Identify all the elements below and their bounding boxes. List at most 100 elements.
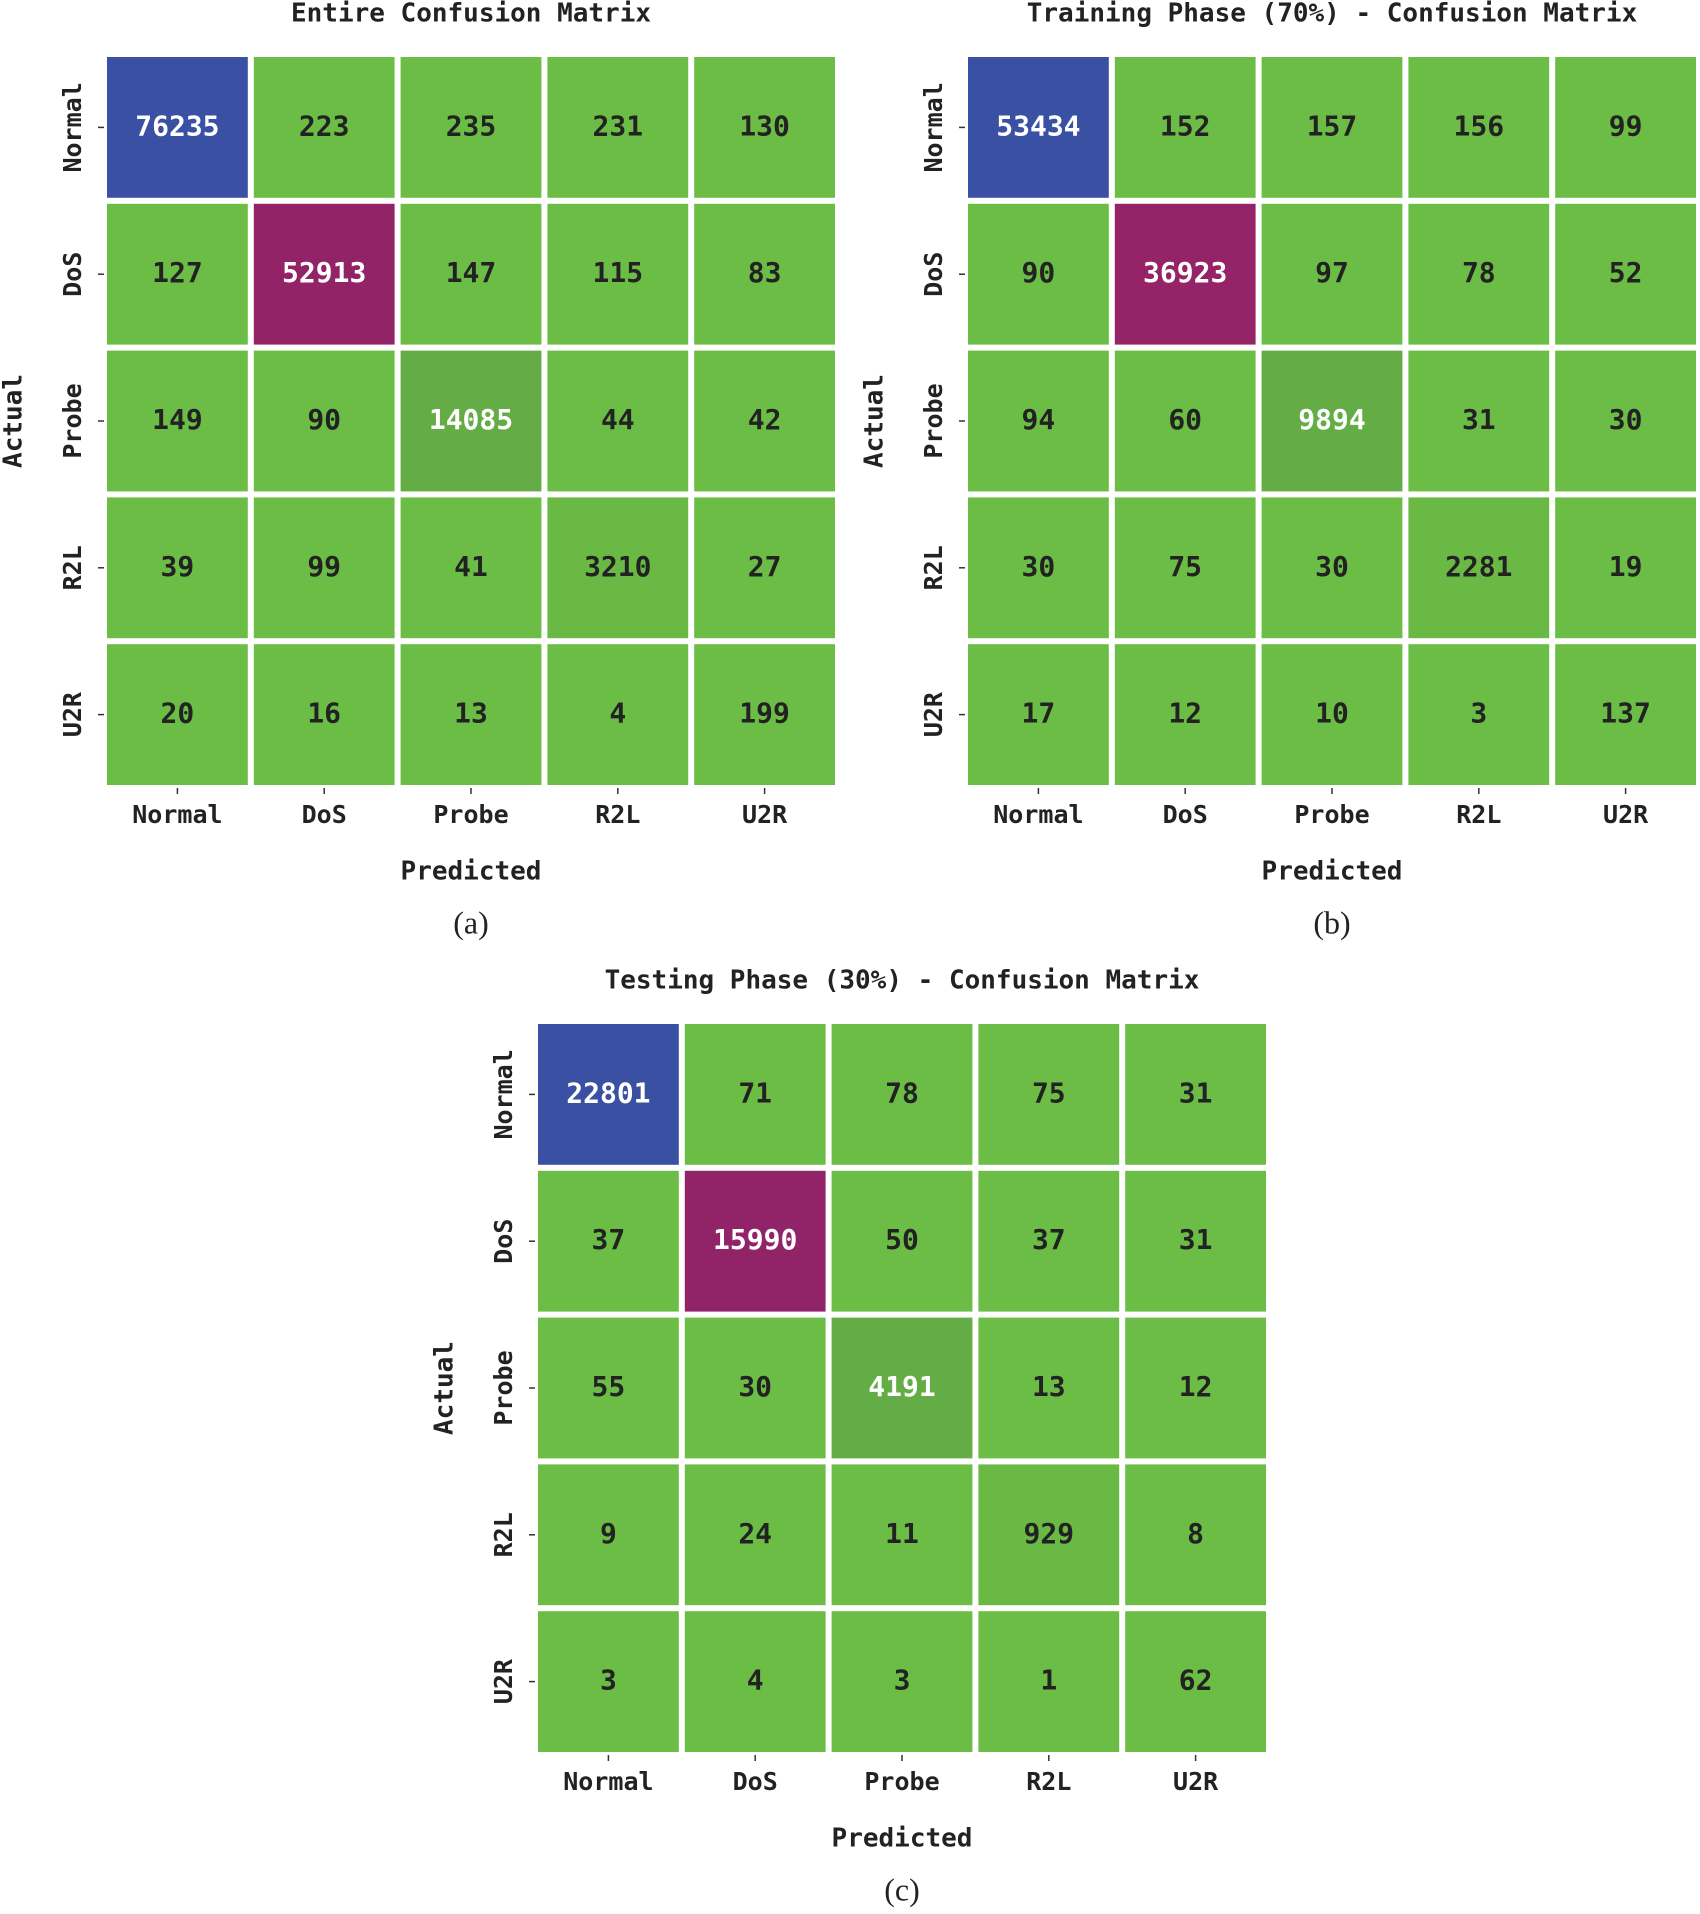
- y-axis-label: Actual: [0, 374, 29, 468]
- heatmap-chart: Testing Phase (30%) - Confusion Matrix 22…: [430, 966, 1266, 1907]
- heatmap-cell: [1261, 644, 1403, 785]
- cell-label: 223: [299, 109, 350, 142]
- x-tick-label: DoS: [1163, 800, 1208, 829]
- cell-label: 97: [1315, 256, 1349, 289]
- heatmap-cell: [107, 203, 248, 345]
- heatmap-cell: [968, 497, 1109, 639]
- heatmap-cell: [1408, 203, 1550, 345]
- cell-label: 90: [307, 403, 341, 436]
- cell-label: 27: [748, 550, 782, 583]
- heatmap-cell: [831, 1024, 973, 1165]
- heatmap-cell: [1408, 644, 1550, 785]
- y-tick-label: R2L: [489, 1512, 518, 1557]
- x-tick-label: Probe: [433, 800, 508, 829]
- cell-label: 929: [1024, 1517, 1075, 1550]
- heatmap-cell: [1125, 1464, 1266, 1606]
- cell-label: 152: [1160, 109, 1211, 142]
- heatmap-cell: [400, 57, 542, 198]
- cell-label: 3: [600, 1664, 617, 1697]
- heatmap-cell: [1114, 497, 1256, 639]
- cell-label: 53434: [996, 109, 1080, 142]
- heatmap-cell: [978, 1464, 1120, 1606]
- cell-label: 4: [747, 1664, 764, 1697]
- heatmap-cell: [1125, 1317, 1266, 1459]
- heatmap-cell: [107, 497, 248, 639]
- heatmap-cell: [684, 1024, 826, 1165]
- heatmap-cell: [1261, 203, 1403, 345]
- cell-label: 12: [1168, 697, 1202, 730]
- x-tick-label: U2R: [1603, 800, 1649, 829]
- heatmap-cell: [1125, 1170, 1266, 1312]
- cell-label: 94: [1022, 403, 1056, 436]
- heatmap-cell: [538, 1317, 679, 1459]
- heatmap-cell: [253, 203, 395, 345]
- cell-label: 76235: [135, 109, 219, 142]
- cell-label: 83: [748, 256, 782, 289]
- heatmap-cell: [684, 1611, 826, 1752]
- x-tick-label: R2L: [1026, 1767, 1071, 1796]
- cell-label: 31: [1462, 403, 1496, 436]
- x-axis-label: Predicted: [401, 857, 542, 887]
- x-tick-label: R2L: [595, 800, 640, 829]
- heatmap-cell: [400, 203, 542, 345]
- cell-label: 99: [1609, 109, 1643, 142]
- cell-label: 115: [593, 256, 644, 289]
- cell-label: 235: [446, 109, 497, 142]
- x-tick-label: Normal: [132, 800, 222, 829]
- heatmap-cell: [978, 1170, 1120, 1312]
- y-tick-label: U2R: [919, 691, 948, 737]
- caption: (b): [1313, 904, 1350, 940]
- chart-title: Training Phase (70%) - Confusion Matrix: [1027, 0, 1637, 29]
- y-axis-label: Actual: [860, 374, 890, 468]
- heatmap-cell: [538, 1611, 679, 1752]
- heatmap-cell: [978, 1611, 1120, 1752]
- heatmap-cell: [400, 497, 542, 639]
- cell-label: 2281: [1445, 550, 1512, 583]
- heatmap-cell: [1408, 350, 1550, 492]
- heatmap-cell: [1114, 57, 1256, 198]
- heatmap-cell: [538, 1170, 679, 1312]
- cell-label: 24: [738, 1517, 772, 1550]
- y-tick-label: U2R: [58, 691, 87, 737]
- cell-label: 55: [592, 1370, 626, 1403]
- heatmap-chart: Entire Confusion Matrix 76235 223 235 231 130…: [0, 0, 835, 940]
- cell-label: 42: [748, 403, 782, 436]
- heatmap-cell: [107, 350, 248, 492]
- y-tick-label: DoS: [489, 1219, 518, 1264]
- cell-label: 20: [161, 697, 195, 730]
- heatmap-cell: [253, 644, 395, 785]
- cell-label: 90: [1022, 256, 1056, 289]
- y-tick-label: Normal: [489, 1049, 518, 1139]
- cell-label: 99: [307, 550, 341, 583]
- chart-title: Entire Confusion Matrix: [291, 0, 651, 29]
- cell-label: 52: [1609, 256, 1643, 289]
- cell-label: 75: [1168, 550, 1202, 583]
- heatmap-chart: Training Phase (70%) - Confusion Matrix 5…: [860, 0, 1696, 940]
- heatmap-cell: [831, 1464, 973, 1606]
- heatmap-cell: [978, 1024, 1120, 1165]
- heatmap-cell: [253, 497, 395, 639]
- cell-label: 30: [1609, 403, 1643, 436]
- heatmap-cell: [684, 1464, 826, 1606]
- cell-label: 1: [1040, 1664, 1057, 1697]
- x-tick-label: U2R: [742, 800, 788, 829]
- cell-label: 147: [446, 256, 497, 289]
- x-tick-label: Probe: [864, 1767, 939, 1796]
- y-tick-label: Normal: [58, 82, 87, 172]
- y-tick-label: DoS: [58, 252, 87, 297]
- heatmap-cell: [831, 1170, 973, 1312]
- cell-label: 31: [1179, 1223, 1213, 1256]
- x-tick-label: DoS: [302, 800, 347, 829]
- heatmap-cell: [107, 57, 248, 198]
- cell-label: 60: [1168, 403, 1202, 436]
- cell-label: 9: [600, 1517, 617, 1550]
- cell-label: 156: [1454, 109, 1505, 142]
- heatmap-cell: [1408, 497, 1550, 639]
- x-axis-label: Predicted: [832, 1824, 973, 1854]
- heatmap-cell: [968, 203, 1109, 345]
- cell-label: 30: [1022, 550, 1056, 583]
- heatmap-cell: [538, 1464, 679, 1606]
- heatmap-cell: [968, 57, 1109, 198]
- cell-label: 14085: [429, 403, 513, 436]
- cell-label: 10: [1315, 697, 1349, 730]
